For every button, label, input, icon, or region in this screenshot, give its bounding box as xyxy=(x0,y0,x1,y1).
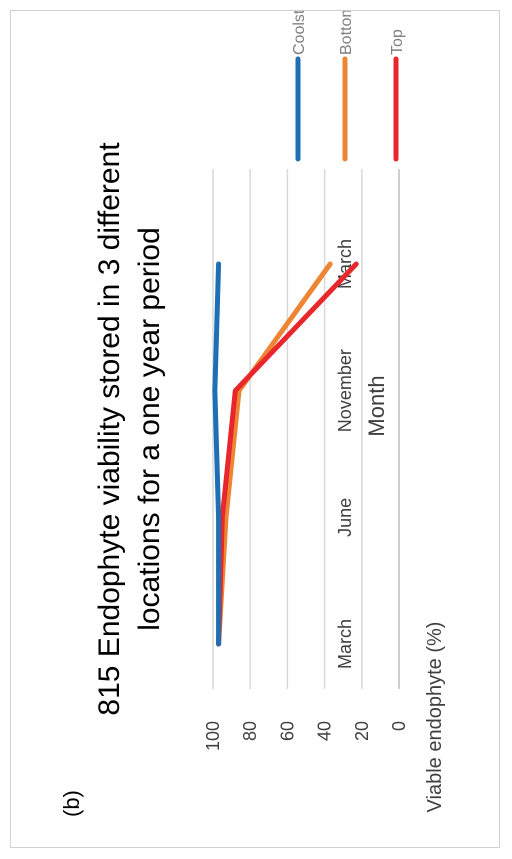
series-line-bottom xyxy=(216,261,333,647)
series-lines xyxy=(212,261,359,647)
legend: Top Bottom Coolstore xyxy=(291,11,406,162)
chart-title-line: locations for a one year period xyxy=(133,227,166,631)
y-tick-label: 0 xyxy=(389,721,409,731)
chart-frame: (b) 815 Endophyte viability stored in 3 … xyxy=(10,10,500,848)
rotated-chart-area: (b) 815 Endophyte viability stored in 3 … xyxy=(11,11,501,849)
y-tick-label: 20 xyxy=(352,721,372,741)
y-tick-label: 100 xyxy=(203,721,223,751)
x-tick-label: November xyxy=(335,349,355,432)
x-tick-labels: March June November March xyxy=(335,239,355,669)
y-tick-label: 40 xyxy=(315,721,335,741)
panel-label: (b) xyxy=(59,790,84,817)
y-axis-label: Viable endophyte (%) xyxy=(424,622,446,813)
chart-title: 815 Endophyte viability stored in 3 diff… xyxy=(93,142,166,716)
legend-label-bottom: Bottom xyxy=(338,11,355,55)
line-chart: (b) 815 Endophyte viability stored in 3 … xyxy=(59,11,446,817)
x-tick-label: June xyxy=(335,498,355,537)
series-line-coolstore xyxy=(212,261,222,647)
chart-title-line: 815 Endophyte viability stored in 3 diff… xyxy=(93,142,126,716)
x-axis-label: Month xyxy=(364,375,389,436)
x-tick-label: March xyxy=(335,619,355,669)
gridlines xyxy=(212,169,400,689)
x-tick-label: March xyxy=(335,239,355,289)
y-tick-label: 60 xyxy=(277,721,297,741)
y-tick-label: 80 xyxy=(240,721,260,741)
y-tick-labels: 0 20 40 60 80 100 xyxy=(203,721,409,751)
legend-label-top: Top xyxy=(389,29,406,55)
legend-label-coolstore: Coolstore xyxy=(291,11,308,55)
